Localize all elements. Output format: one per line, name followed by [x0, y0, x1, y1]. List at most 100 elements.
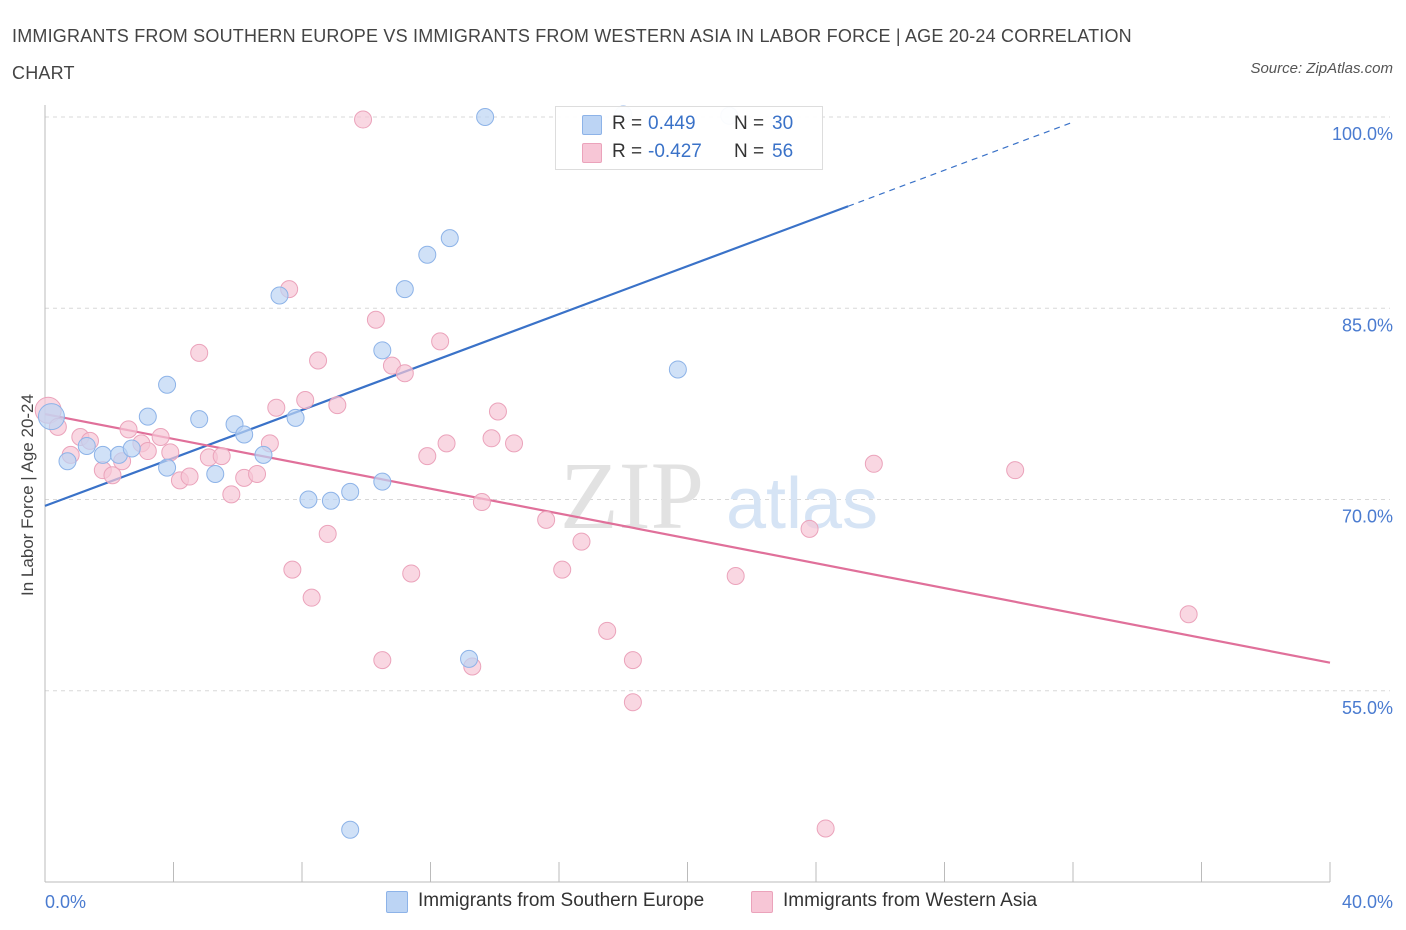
data-point-blue	[77, 436, 96, 455]
data-point-blue	[37, 403, 65, 431]
legend-n-label: N =	[734, 113, 765, 134]
data-point-pink	[572, 532, 591, 551]
data-point-pink	[488, 402, 507, 421]
data-point-pink	[418, 447, 437, 466]
trend-line-blue-extension	[847, 121, 1074, 207]
data-point-pink	[505, 434, 524, 453]
y-tick-label: 55.0%	[1342, 698, 1393, 718]
data-point-blue	[138, 407, 157, 426]
data-point-blue	[235, 425, 254, 444]
data-point-pink	[190, 343, 209, 362]
data-point-pink	[1179, 605, 1198, 624]
data-point-blue	[93, 445, 112, 464]
series-label-pink: Immigrants from Western Asia	[783, 890, 1038, 911]
y-tick-label: 70.0%	[1342, 507, 1393, 527]
y-tick-label: 85.0%	[1342, 315, 1393, 335]
data-point-blue	[299, 490, 318, 509]
x-tick-labels: 0.0% 40.0%	[45, 892, 1393, 912]
data-point-blue	[418, 245, 437, 264]
trend-line-blue	[44, 205, 849, 507]
data-point-pink	[248, 465, 267, 483]
watermark: ZIP atlas	[560, 442, 878, 549]
y-tick-label: 100.0%	[1332, 124, 1393, 144]
trend-lines	[44, 121, 1331, 664]
data-point-pink	[222, 485, 241, 504]
legend-n-value: 30	[772, 113, 794, 134]
data-point-pink	[864, 454, 883, 473]
watermark-zip: ZIP	[560, 442, 704, 549]
data-point-pink	[623, 693, 642, 712]
points-series-blue	[37, 105, 739, 839]
data-point-pink	[119, 420, 138, 439]
data-point-pink	[212, 447, 231, 466]
data-point-blue	[270, 286, 289, 305]
correlation-legend: R = 0.449 N = 30 R = -0.427 N = 56	[555, 106, 823, 170]
data-point-pink	[800, 519, 819, 538]
y-tick-labels: 55.0% 70.0% 85.0% 100.0%	[1332, 124, 1393, 718]
data-point-blue	[373, 341, 392, 360]
legend-n-value: 56	[772, 141, 794, 162]
data-point-pink	[726, 567, 745, 585]
data-point-blue	[158, 458, 177, 477]
data-point-blue	[158, 375, 177, 394]
data-point-pink	[296, 391, 315, 410]
series-swatch-pink	[751, 891, 773, 913]
data-point-pink	[366, 310, 385, 329]
data-point-pink	[472, 493, 491, 512]
gridlines	[45, 116, 1390, 692]
data-point-blue	[373, 472, 392, 491]
data-point-pink	[537, 510, 556, 529]
data-point-pink	[1006, 461, 1025, 480]
data-point-pink	[180, 467, 199, 486]
data-point-pink	[623, 651, 642, 670]
data-point-blue	[254, 445, 273, 464]
data-point-pink	[283, 560, 302, 579]
data-point-blue	[440, 229, 459, 248]
data-point-blue	[395, 280, 414, 299]
legend-r-label: R =	[612, 141, 643, 162]
data-point-pink	[328, 396, 347, 415]
series-label-blue: Immigrants from Southern Europe	[418, 890, 705, 911]
data-point-pink	[373, 651, 392, 670]
source-label: Source: ZipAtlas.com	[1250, 60, 1393, 77]
data-point-blue	[668, 360, 687, 379]
data-point-pink	[138, 442, 157, 461]
data-point-blue	[286, 408, 305, 427]
data-point-blue	[190, 410, 209, 429]
data-point-blue	[476, 108, 495, 126]
data-point-blue	[321, 491, 340, 510]
data-point-pink	[267, 398, 286, 417]
series-swatch-blue	[386, 891, 408, 913]
x-tick-label: 0.0%	[45, 892, 86, 912]
legend-r-label: R =	[612, 113, 643, 134]
data-point-pink	[553, 560, 572, 579]
data-point-pink	[161, 443, 180, 462]
chart-title: IMMIGRANTS FROM SOUTHERN EUROPE VS IMMIG…	[12, 26, 1132, 83]
x-tick-label: 40.0%	[1342, 892, 1393, 912]
data-point-blue	[122, 439, 141, 458]
axes	[44, 105, 1331, 883]
data-point-pink	[598, 621, 617, 640]
data-point-pink	[402, 564, 421, 583]
data-point-blue	[460, 649, 479, 668]
data-point-blue	[341, 482, 360, 501]
data-point-pink	[395, 364, 414, 383]
data-point-pink	[482, 429, 501, 448]
data-point-pink	[816, 819, 835, 838]
data-point-pink	[151, 428, 170, 447]
data-point-pink	[302, 588, 321, 607]
data-point-pink	[354, 110, 373, 129]
legend-n-label: N =	[734, 141, 765, 162]
data-point-blue	[206, 465, 225, 483]
data-point-pink	[318, 524, 337, 543]
data-point-pink	[309, 351, 328, 370]
legend-r-value: -0.427	[648, 141, 702, 162]
legend-r-value: 0.449	[648, 113, 696, 134]
data-point-blue	[58, 452, 77, 471]
data-point-pink	[103, 466, 122, 485]
legend-swatch-blue	[582, 115, 602, 135]
data-point-pink	[431, 332, 450, 351]
data-point-blue	[341, 820, 360, 839]
data-point-pink	[437, 434, 456, 453]
